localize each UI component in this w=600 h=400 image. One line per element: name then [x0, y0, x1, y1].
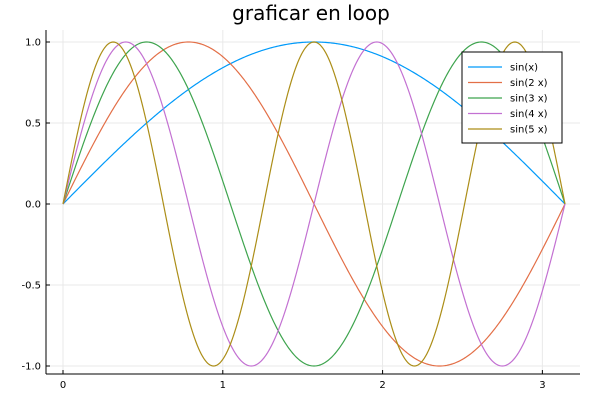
axes [45, 30, 580, 375]
legend-label: sin(5 x) [510, 125, 548, 136]
y-tick-label: 0.5 [25, 119, 41, 130]
y-tick-label: -1.0 [21, 362, 41, 373]
legend-label: sin(x) [510, 63, 538, 74]
tick-labels: 0 1 2 3 -1.0 -0.5 0.0 0.5 1.0 [21, 38, 545, 392]
series-line-3 [62, 41, 566, 367]
x-tick-label: 3 [539, 380, 545, 391]
x-tick-label: 2 [379, 380, 385, 391]
y-tick-label: 1.0 [25, 38, 41, 49]
legend-label: sin(2 x) [510, 78, 548, 89]
series-line-4 [62, 41, 566, 367]
legend-label: sin(3 x) [510, 94, 548, 105]
chart-title: graficar en loop [232, 1, 390, 25]
y-tick-label: -0.5 [21, 281, 41, 292]
x-tick-label: 0 [60, 380, 66, 391]
legend-label: sin(4 x) [510, 109, 548, 120]
series-lines [62, 41, 566, 367]
legend: sin(x) sin(2 x) sin(3 x) sin(4 x) sin(5 x) [461, 51, 563, 144]
x-tick-label: 1 [220, 380, 226, 391]
y-tick-label: 0.0 [25, 200, 41, 211]
